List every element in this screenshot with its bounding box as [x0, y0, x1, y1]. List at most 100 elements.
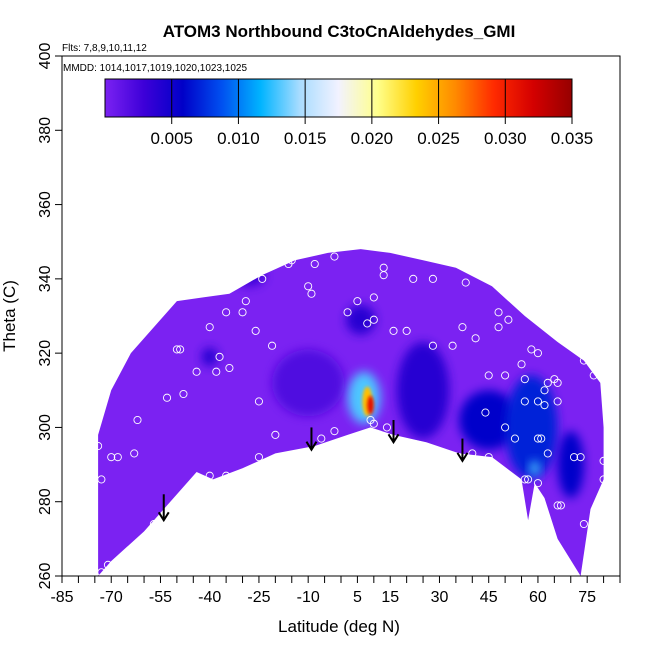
colorbar-ticks: 0.005 0.010 0.015 0.020 0.025 0.030 0.035 [150, 79, 593, 148]
observation-point [379, 271, 388, 280]
observation-point [589, 371, 598, 380]
observation-point [533, 434, 542, 443]
observation-point [471, 334, 480, 343]
observation-point [409, 274, 418, 283]
observation-point [520, 375, 529, 384]
observation-point [254, 453, 263, 462]
observation-point [225, 363, 234, 373]
observation-point [543, 378, 552, 387]
observation-point [468, 449, 477, 458]
field-feature [529, 460, 540, 476]
field-feature [557, 431, 584, 499]
observation-point [258, 274, 267, 283]
observation-point [448, 341, 457, 350]
observation-point [100, 382, 109, 391]
observation-point [596, 352, 605, 361]
observation-point [484, 453, 493, 462]
observation-point [241, 297, 250, 306]
observation-point [97, 475, 106, 484]
x-tick-label: -25 [247, 589, 270, 606]
colorbar-frame [104, 78, 573, 118]
observation-point [428, 274, 437, 283]
colorbar-tick-label: 0.005 [150, 129, 193, 148]
observation-point [130, 449, 139, 458]
observation-point [330, 427, 339, 436]
observation-point [238, 308, 247, 317]
colorbar-fill [105, 79, 572, 117]
observation-point [428, 341, 437, 350]
field-feature [201, 347, 218, 367]
observation-point [113, 453, 122, 462]
observation-point [251, 326, 260, 335]
field-feature [367, 395, 374, 415]
colorbar-tick-label: 0.025 [417, 129, 460, 148]
observation-point [524, 475, 533, 484]
y-axis: 260 280 300 320 340 360 380 400 [37, 43, 62, 589]
observation-point [222, 471, 231, 480]
observation-point [494, 323, 503, 332]
observation-point [140, 534, 149, 543]
observation-point [533, 397, 542, 406]
observation-point [369, 419, 378, 428]
x-tick-label: 45 [480, 589, 498, 606]
observation-point [501, 423, 510, 432]
observation-point [510, 434, 520, 443]
observation-point [176, 345, 185, 354]
observation-point [310, 259, 319, 269]
x-tick-label: 60 [529, 589, 547, 606]
observation-point [533, 479, 542, 488]
observation-point [527, 345, 536, 354]
chart-title: ATOM3 Northbound C3toCnAldehydes_GMI [163, 22, 516, 41]
observation-point [484, 371, 493, 380]
profile-arrow [387, 420, 400, 445]
observation-point [540, 401, 549, 410]
observation-point [553, 397, 562, 406]
x-tick-label: -55 [149, 589, 172, 606]
observation-point [287, 256, 296, 265]
observation-point [504, 315, 513, 324]
observation-point [520, 475, 529, 484]
observation-point [599, 475, 608, 484]
observation-point [553, 501, 562, 510]
y-tick-label: 300 [37, 414, 54, 441]
observation-point [369, 293, 378, 302]
y-tick-label: 360 [37, 191, 54, 218]
field-background [98, 249, 604, 576]
observation-point [543, 449, 552, 458]
observation-point [576, 453, 585, 462]
observation-point [501, 371, 510, 380]
observation-point [494, 308, 503, 317]
x-tick-label: 5 [353, 589, 362, 606]
y-axis-label: Theta (C) [0, 280, 19, 352]
heatmap-field [98, 249, 604, 576]
x-tick-label: -70 [100, 589, 123, 606]
observation-point [268, 341, 277, 350]
observation-point [382, 423, 392, 432]
plot-area [94, 249, 608, 576]
flights-note: Flts: 7,8,9,10,11,12 [62, 43, 147, 54]
observation-point [520, 397, 529, 406]
field-feature [459, 390, 519, 450]
observation-point [271, 430, 280, 439]
observation-point [172, 345, 181, 354]
x-axis-label: Latitude (deg N) [278, 617, 400, 636]
x-tick-label: 30 [431, 589, 449, 606]
observation-point [579, 356, 588, 365]
x-axis: -85 -70 -55 -40 -25 -10 5 15 30 45 60 75 [50, 575, 621, 606]
colorbar: 0.005 0.010 0.015 0.020 0.025 0.030 0.035 [104, 78, 593, 148]
observation-point [254, 397, 263, 406]
field-feature [396, 342, 450, 439]
colorbar-tick-label: 0.030 [484, 129, 527, 148]
observation-point [94, 441, 103, 451]
colorbar-tick-label: 0.035 [551, 129, 594, 148]
observation-point [205, 323, 214, 332]
observation-point [212, 367, 221, 376]
x-tick-label: -40 [198, 589, 221, 606]
observation-point [343, 308, 352, 317]
x-tick-label: -85 [50, 589, 73, 606]
observation-point [192, 367, 201, 376]
y-tick-label: 400 [37, 43, 54, 70]
observation-point [517, 360, 526, 369]
observation-point [107, 453, 116, 462]
